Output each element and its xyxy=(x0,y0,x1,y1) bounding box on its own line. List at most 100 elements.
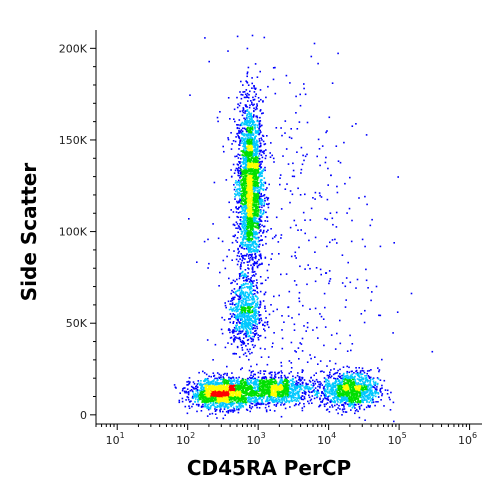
data-point xyxy=(219,410,221,413)
data-point xyxy=(247,222,250,225)
data-point xyxy=(251,335,254,338)
data-point xyxy=(223,385,225,387)
data-point xyxy=(241,206,244,208)
data-point xyxy=(248,106,251,109)
data-point xyxy=(261,172,263,175)
data-point xyxy=(241,185,244,188)
data-point xyxy=(252,202,254,204)
data-point xyxy=(224,404,227,407)
data-point xyxy=(237,248,239,251)
data-point xyxy=(251,221,253,224)
data-point xyxy=(263,194,266,196)
data-point xyxy=(250,296,252,298)
data-point xyxy=(190,385,193,388)
data-point xyxy=(253,264,255,267)
data-point xyxy=(230,399,233,401)
data-point xyxy=(255,329,257,332)
data-point xyxy=(206,387,208,390)
data-point xyxy=(255,176,257,179)
data-point xyxy=(229,377,232,379)
data-point xyxy=(249,279,252,282)
data-point xyxy=(250,251,252,253)
data-point xyxy=(258,171,260,174)
data-point xyxy=(219,391,222,393)
data-point xyxy=(250,191,252,193)
data-point xyxy=(252,142,254,144)
data-point xyxy=(237,247,239,250)
data-point xyxy=(231,387,233,390)
data-point xyxy=(236,200,238,203)
data-point xyxy=(228,308,231,311)
data-point xyxy=(250,205,252,208)
data-point xyxy=(249,228,252,230)
data-point xyxy=(250,139,253,141)
data-point xyxy=(250,340,253,343)
data-point xyxy=(247,203,250,205)
data-point xyxy=(239,273,241,275)
data-point xyxy=(233,326,236,329)
data-point xyxy=(213,375,215,377)
data-point xyxy=(216,400,218,403)
data-point xyxy=(253,143,255,145)
data-point xyxy=(223,394,225,397)
data-point xyxy=(239,332,242,334)
data-point xyxy=(259,89,262,91)
data-point xyxy=(256,177,259,179)
data-point xyxy=(253,142,256,144)
data-point xyxy=(238,329,240,332)
data-point xyxy=(192,381,195,383)
data-point xyxy=(240,190,243,192)
data-point xyxy=(204,391,206,393)
data-point xyxy=(242,353,245,356)
data-point xyxy=(252,229,254,231)
data-point xyxy=(261,139,263,141)
data-point xyxy=(245,205,247,207)
data-point xyxy=(243,308,245,310)
data-point xyxy=(236,189,238,191)
data-point xyxy=(235,294,238,296)
data-point xyxy=(258,132,261,135)
data-point xyxy=(252,327,255,329)
data-point xyxy=(252,250,254,252)
data-point xyxy=(243,159,245,162)
data-point xyxy=(239,161,241,163)
data-point xyxy=(202,405,204,408)
data-point xyxy=(231,401,234,403)
data-point xyxy=(253,220,255,223)
data-point xyxy=(257,157,259,160)
data-point xyxy=(228,379,231,381)
data-point xyxy=(229,387,232,390)
data-point xyxy=(256,158,258,161)
data-point xyxy=(257,338,260,341)
data-point xyxy=(240,122,243,125)
data-point xyxy=(238,287,241,290)
data-point xyxy=(242,216,244,219)
data-point xyxy=(247,155,250,157)
data-point xyxy=(237,386,240,388)
data-point xyxy=(179,392,181,394)
data-point xyxy=(239,102,242,104)
data-point xyxy=(244,269,247,271)
data-point xyxy=(254,124,256,127)
data-point xyxy=(236,314,238,317)
data-point xyxy=(250,264,252,267)
data-point xyxy=(216,395,219,397)
data-point xyxy=(255,170,257,172)
data-point xyxy=(222,417,225,420)
data-point xyxy=(216,377,218,380)
data-point xyxy=(253,150,256,152)
data-point xyxy=(253,114,255,116)
data-point xyxy=(221,316,223,319)
data-point xyxy=(252,179,254,181)
data-point xyxy=(244,201,246,203)
data-point xyxy=(237,313,239,315)
data-point xyxy=(260,186,262,188)
data-point xyxy=(257,194,260,197)
data-point xyxy=(241,137,244,139)
data-point xyxy=(219,399,221,402)
data-point xyxy=(250,137,252,140)
data-point xyxy=(253,121,255,124)
data-point xyxy=(244,352,247,354)
data-point xyxy=(228,390,231,393)
data-point xyxy=(260,137,263,139)
